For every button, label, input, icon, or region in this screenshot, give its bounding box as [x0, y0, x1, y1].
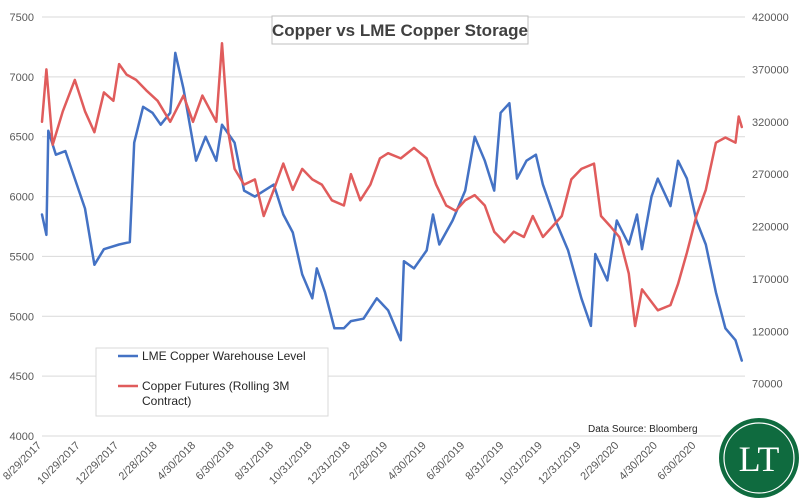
series-line-futures — [40, 41, 744, 328]
y-right-tick-label: 220000 — [752, 222, 789, 234]
x-tick-label: 2/29/2020 — [578, 440, 621, 483]
x-tick-label: 2/28/2018 — [117, 440, 160, 483]
y-right-tick-label: 170000 — [752, 274, 789, 286]
data-source-note: Data Source: Bloomberg — [588, 424, 698, 435]
x-tick-label: 4/30/2018 — [155, 440, 198, 483]
lt-logo-letters: LT — [739, 439, 780, 479]
x-tick-label: 6/30/2018 — [194, 440, 237, 483]
x-tick-label: 6/30/2019 — [424, 440, 467, 483]
y-left-tick-label: 4500 — [10, 371, 34, 383]
y-right-tick-label: 370000 — [752, 64, 789, 76]
x-tick-label: 4/30/2020 — [617, 440, 660, 483]
legend-label-warehouse: LME Copper Warehouse Level — [142, 349, 306, 363]
y-right-tick-label: 320000 — [752, 117, 789, 129]
y-left-tick-label: 7500 — [10, 12, 34, 24]
legend-box — [95, 347, 329, 417]
x-tick-label: 6/30/2020 — [655, 440, 698, 483]
lt-logo: LT — [715, 414, 800, 501]
y-left-tick-label: 5500 — [10, 251, 34, 263]
legend-label-futures-line1: Copper Futures (Rolling 3M — [142, 379, 289, 393]
y-right-tick-label: 420000 — [752, 12, 789, 24]
y-left-tick-label: 7000 — [10, 72, 34, 84]
series-line-warehouse — [40, 51, 744, 362]
legend-label-futures-line2: Contract) — [142, 394, 191, 408]
legend-label-futures: Copper Futures (Rolling 3M Contract) — [142, 379, 293, 408]
lt-logo-disc — [719, 418, 799, 498]
right-axis: 70000 120000 170000 220000 270000 320000 37000… — [752, 12, 789, 391]
y-right-tick-label: 270000 — [752, 169, 789, 181]
left-axis: 4000 4500 5000 5500 6000 6500 7000 7500 — [10, 12, 34, 443]
x-tick-label: 4/30/2019 — [386, 440, 429, 483]
chart-title-box — [271, 15, 529, 45]
legend: LME Copper Warehouse Level Copper Future… — [95, 347, 329, 417]
x-axis: 8/29/201710/29/201712/29/20172/28/20184/… — [1, 440, 738, 487]
y-left-tick-label: 6000 — [10, 192, 34, 204]
y-left-tick-label: 4000 — [10, 431, 34, 443]
series-lines — [40, 41, 744, 362]
y-right-tick-label: 70000 — [752, 379, 783, 391]
chart-title: Copper vs LME Copper Storage — [271, 15, 529, 45]
chart-title-text: Copper vs LME Copper Storage — [272, 21, 528, 40]
y-left-tick-label: 5000 — [10, 311, 34, 323]
x-tick-label: 2/28/2019 — [347, 440, 390, 483]
y-right-tick-label: 120000 — [752, 326, 789, 338]
y-left-tick-label: 6500 — [10, 132, 34, 144]
lt-logo-inner-ring — [723, 422, 795, 494]
